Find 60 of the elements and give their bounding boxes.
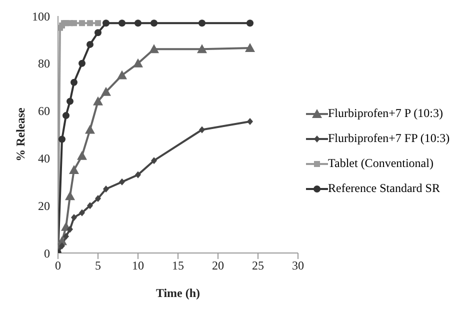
x-tick-label: 25	[252, 258, 264, 273]
x-tick-label: 5	[95, 258, 101, 273]
point	[93, 96, 103, 106]
point	[118, 20, 126, 27]
point	[198, 20, 206, 27]
point	[66, 98, 74, 105]
y-tick-label: 60	[38, 104, 50, 118]
x-axis-title: Time (h)	[156, 286, 200, 300]
point	[69, 165, 79, 174]
point	[102, 20, 110, 27]
point	[95, 194, 101, 202]
point	[150, 20, 158, 27]
legend-label: Reference Standard SR	[328, 180, 440, 196]
point	[70, 78, 78, 86]
y-tick-label: 40	[38, 151, 50, 166]
point	[78, 60, 86, 67]
point	[151, 157, 157, 164]
point	[197, 44, 207, 54]
legend-label: Flurbiprofen+7 P (10:3)	[328, 106, 443, 120]
legend-label: Tablet (Conventional)	[328, 156, 434, 170]
point	[87, 202, 93, 210]
point	[79, 209, 85, 216]
x-tick-label: 30	[292, 258, 304, 273]
point	[247, 118, 253, 125]
point	[58, 136, 66, 143]
y-tick-label: 0	[44, 246, 50, 260]
point	[71, 214, 77, 221]
point	[149, 44, 159, 54]
point	[95, 20, 101, 26]
point	[65, 191, 75, 200]
point	[134, 20, 142, 27]
point	[63, 232, 69, 240]
y-tick-label: 100	[32, 9, 50, 24]
point	[77, 150, 87, 160]
y-tick-label: 20	[38, 198, 50, 213]
point	[59, 242, 65, 250]
point	[67, 226, 73, 233]
point	[117, 70, 127, 80]
point	[135, 171, 141, 178]
point	[119, 178, 125, 186]
x-tick-label: 20	[212, 258, 224, 273]
point	[79, 20, 85, 26]
x-tick-label: 0	[55, 258, 61, 273]
point	[71, 20, 77, 26]
point	[87, 20, 93, 26]
x-tick-label: 15	[172, 258, 184, 273]
point	[86, 40, 94, 48]
y-tick-label: 80	[38, 56, 50, 71]
point	[94, 29, 102, 36]
point	[62, 112, 70, 120]
point	[245, 42, 255, 52]
point	[133, 58, 143, 68]
point	[199, 126, 205, 134]
y-axis-title: % Release	[13, 107, 28, 162]
point	[246, 20, 254, 27]
point	[85, 124, 95, 134]
point	[101, 86, 111, 96]
point	[103, 186, 109, 193]
x-tick-label: 10	[132, 258, 144, 273]
legend-label: Flurbiprofen+7 FP (10:3)	[328, 130, 450, 146]
